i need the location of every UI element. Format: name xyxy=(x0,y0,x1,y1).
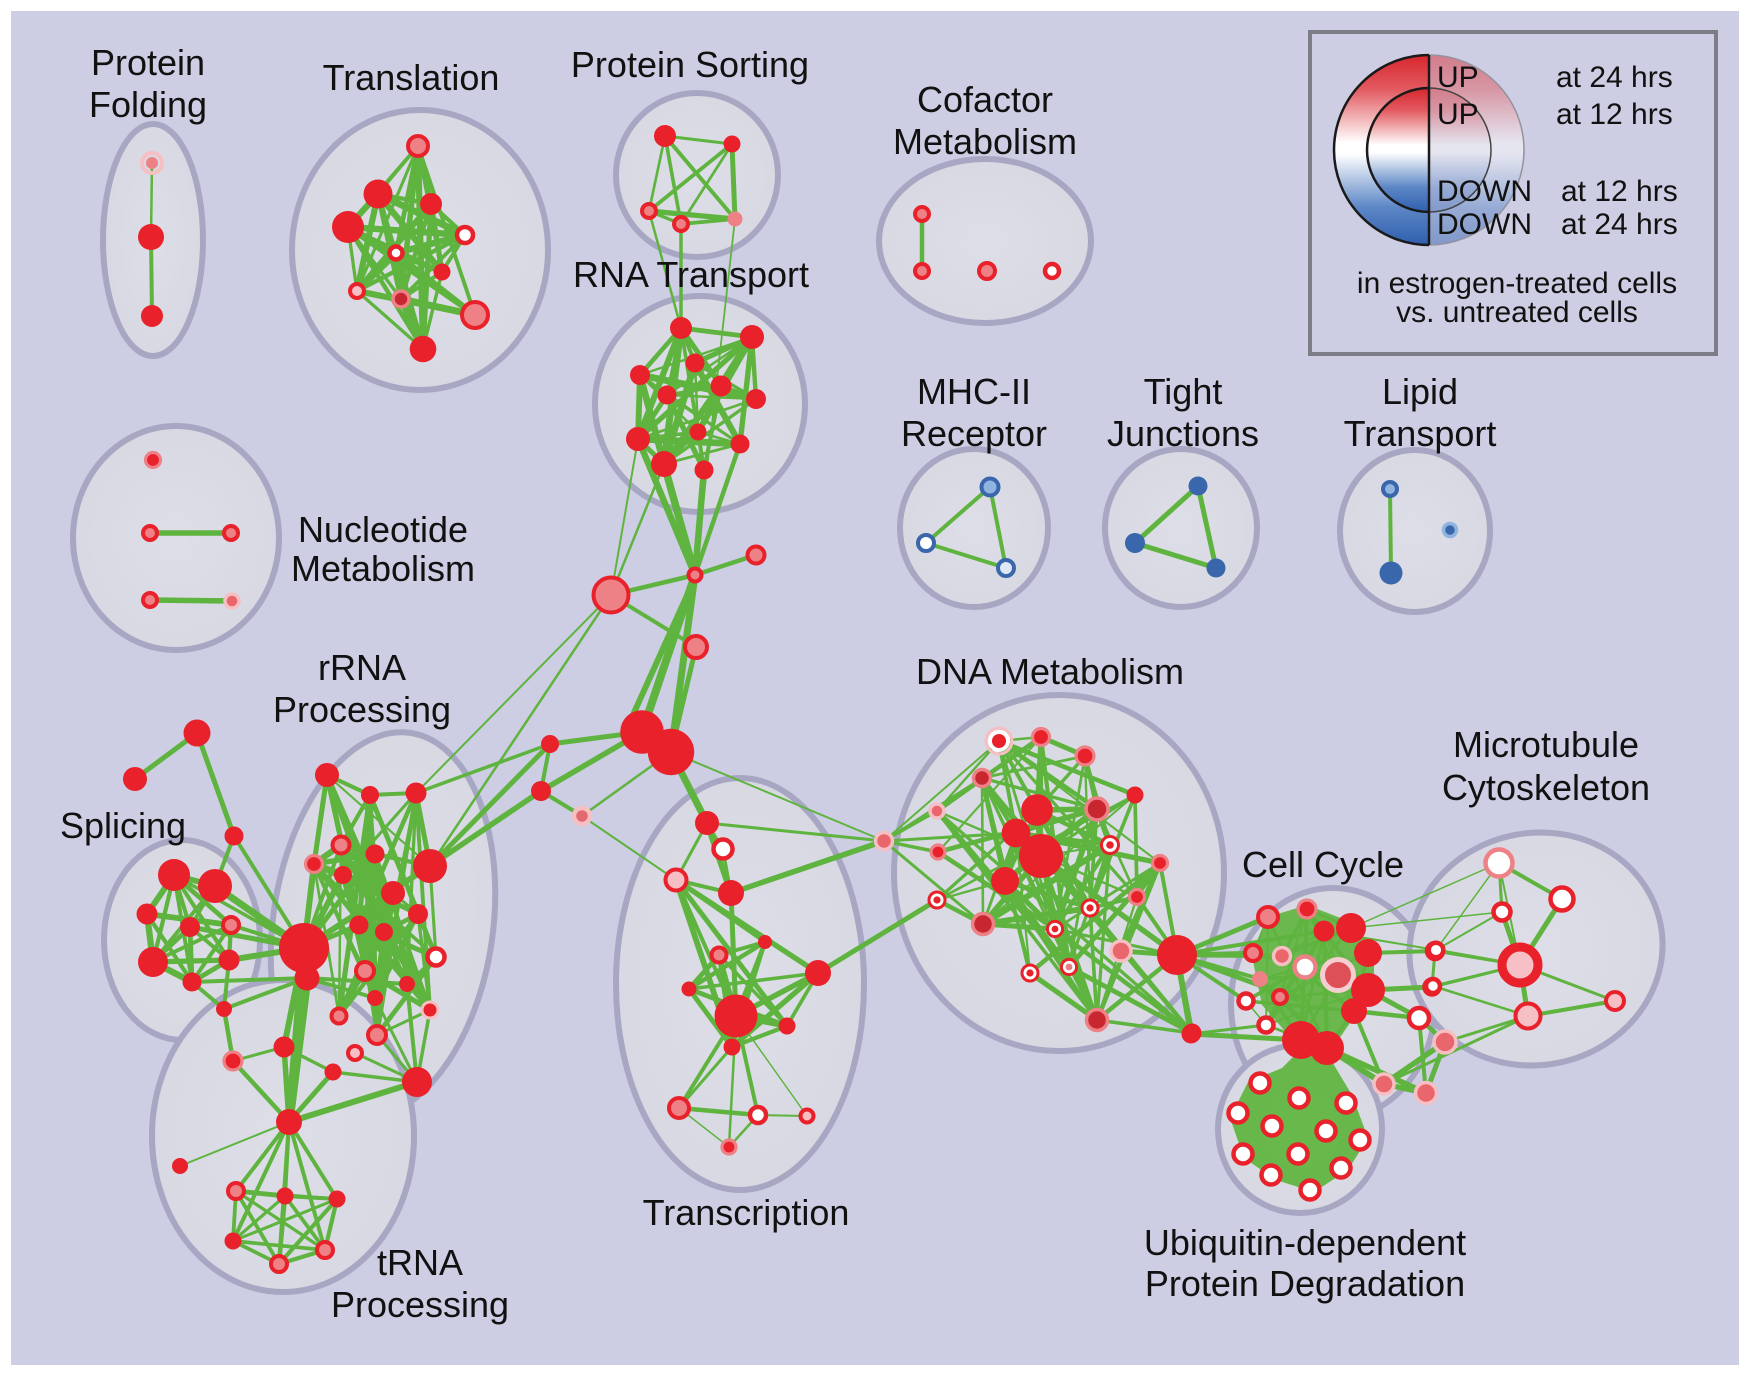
svg-text:Metabolism: Metabolism xyxy=(291,548,475,589)
svg-text:tRNA: tRNA xyxy=(377,1242,463,1283)
svg-text:Nucleotide: Nucleotide xyxy=(298,509,468,550)
svg-text:at 24 hrs: at 24 hrs xyxy=(1556,61,1673,94)
svg-text:Ubiquitin-dependent: Ubiquitin-dependent xyxy=(1144,1222,1466,1263)
svg-text:rRNA: rRNA xyxy=(318,647,406,688)
svg-text:Translation: Translation xyxy=(323,57,500,98)
svg-text:at 24 hrs: at 24 hrs xyxy=(1561,208,1678,241)
svg-text:Folding: Folding xyxy=(89,84,207,125)
svg-text:MHC-II: MHC-II xyxy=(917,371,1031,412)
svg-text:Receptor: Receptor xyxy=(901,413,1047,454)
svg-text:Lipid: Lipid xyxy=(1382,371,1458,412)
svg-text:Protein Sorting: Protein Sorting xyxy=(571,44,809,85)
svg-text:Processing: Processing xyxy=(331,1284,509,1325)
svg-text:RNA Transport: RNA Transport xyxy=(573,254,809,295)
svg-text:DNA Metabolism: DNA Metabolism xyxy=(916,651,1184,692)
svg-text:Protein: Protein xyxy=(91,42,205,83)
svg-text:Metabolism: Metabolism xyxy=(893,121,1077,162)
svg-text:in estrogen-treated cells: in estrogen-treated cells xyxy=(1357,267,1677,300)
svg-text:Transport: Transport xyxy=(1344,413,1497,454)
svg-text:Cytoskeleton: Cytoskeleton xyxy=(1442,767,1650,808)
svg-text:DOWN: DOWN xyxy=(1437,175,1532,208)
svg-text:UP: UP xyxy=(1437,98,1479,131)
svg-text:at 12 hrs: at 12 hrs xyxy=(1556,98,1673,131)
svg-text:Tight: Tight xyxy=(1144,371,1223,412)
svg-text:Cofactor: Cofactor xyxy=(917,79,1053,120)
svg-text:UP: UP xyxy=(1437,61,1479,94)
svg-text:Junctions: Junctions xyxy=(1107,413,1259,454)
svg-text:Processing: Processing xyxy=(273,689,451,730)
svg-text:at 12 hrs: at 12 hrs xyxy=(1561,175,1678,208)
svg-text:vs. untreated cells: vs. untreated cells xyxy=(1396,296,1638,329)
svg-text:Splicing: Splicing xyxy=(60,805,186,846)
svg-text:Transcription: Transcription xyxy=(643,1192,850,1233)
svg-text:Cell Cycle: Cell Cycle xyxy=(1242,844,1404,885)
svg-text:DOWN: DOWN xyxy=(1437,208,1532,241)
svg-text:Microtubule: Microtubule xyxy=(1453,724,1639,765)
svg-text:Protein Degradation: Protein Degradation xyxy=(1145,1263,1465,1304)
